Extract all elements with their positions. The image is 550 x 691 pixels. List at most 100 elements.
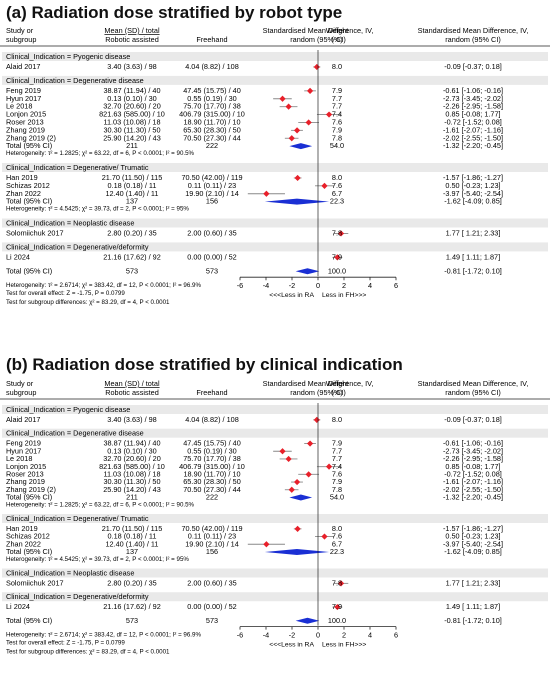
weight-value: 7.7 bbox=[332, 446, 342, 455]
smd-ci-value: 1.49 [ 1.11; 1.87] bbox=[446, 252, 500, 261]
subgroup-total-weight: 22.3 bbox=[330, 197, 344, 206]
robotic-value: 25.90 (14.20) / 43 bbox=[103, 485, 161, 494]
group-band bbox=[2, 568, 548, 578]
x-tick-label: 0 bbox=[316, 281, 320, 290]
weight-value: 7.6 bbox=[332, 118, 342, 127]
study-point bbox=[293, 478, 301, 486]
smd-ci-value: -2.26 [-2.95; -1.58] bbox=[443, 102, 503, 111]
study-point bbox=[313, 63, 320, 71]
smd-ci-value: 0.50 [-0.23; 1.23] bbox=[445, 181, 500, 190]
weight-value: 7.9 bbox=[332, 252, 342, 261]
smd-ci-value: -1.57 [-1.86; -1.27] bbox=[443, 524, 503, 533]
group-label: Clinical_Indication = Neoplastic disease bbox=[6, 569, 134, 578]
group-label: Clinical_Indication = Degenerative/defor… bbox=[6, 242, 149, 251]
smd-ci-value: -1.61 [-2.07; -1.16] bbox=[443, 477, 503, 486]
overall-heterogeneity: Heterogeneity: τ² = 2.6714; χ² = 383.42,… bbox=[6, 632, 201, 639]
freehand-value: 70.50 (42.00) / 119 bbox=[181, 173, 242, 182]
robotic-value: 21.70 (11.50) / 115 bbox=[102, 524, 163, 533]
study-name: Le 2018 bbox=[6, 454, 32, 463]
robotic-value: 38.87 (11.94) / 40 bbox=[103, 439, 160, 448]
subgroup-total-robotic: 211 bbox=[126, 141, 138, 150]
col-header-smd-right: Standardised Mean Difference, IV, bbox=[418, 379, 529, 388]
smd-ci-value: -2.02 [-2.55; -1.50] bbox=[443, 133, 503, 142]
weight-value: 7.6 bbox=[332, 181, 342, 190]
smd-ci-value: -0.61 [-1.06; -0.16] bbox=[443, 86, 503, 95]
study-point bbox=[263, 190, 270, 197]
study-name: Han 2019 bbox=[6, 524, 38, 533]
weight-value: 7.8 bbox=[332, 229, 342, 238]
freehand-value: 406.79 (315.00) / 10 bbox=[179, 462, 245, 471]
study-name: Roser 2013 bbox=[6, 470, 44, 479]
col-header-smd-ci: random (95% CI) bbox=[290, 35, 346, 44]
robotic-value: 12.40 (1.40) / 11 bbox=[105, 539, 158, 548]
freehand-value: 406.79 (315.00) / 10 bbox=[179, 110, 245, 119]
x-tick-label: 2 bbox=[342, 631, 346, 640]
smd-ci-value: -0.72 [-1.52; 0.08] bbox=[444, 470, 502, 479]
forest-plot-b: Study or subgroup Mean (SD) / total Robotic… bbox=[0, 377, 550, 689]
study-point bbox=[305, 471, 312, 478]
panel-a-title: (a) Radiation dose stratified by robot t… bbox=[6, 3, 343, 22]
weight-value: 6.7 bbox=[332, 539, 342, 548]
subgroup-total-label: Total (95% CI) bbox=[6, 547, 52, 556]
subgroup-total-label: Total (95% CI) bbox=[6, 197, 52, 206]
weight-value: 8.0 bbox=[332, 173, 342, 182]
col-header-mean-sd-total: Mean (SD) / total bbox=[104, 379, 160, 388]
study-point bbox=[285, 455, 292, 463]
study-point bbox=[288, 486, 295, 493]
robotic-value: 0.13 (0.10) / 30 bbox=[107, 94, 157, 103]
freehand-value: 18.90 (11.70) / 10 bbox=[183, 118, 240, 127]
subgroup-total-weight: 54.0 bbox=[330, 141, 344, 150]
study-name: Schizas 2012 bbox=[6, 532, 50, 541]
study-name: Schizas 2012 bbox=[6, 181, 50, 190]
x-tick-label: -2 bbox=[289, 281, 296, 290]
weight-value: 7.8 bbox=[332, 579, 342, 588]
study-point bbox=[263, 541, 270, 548]
group-band bbox=[2, 428, 548, 438]
weight-value: 8.0 bbox=[332, 415, 342, 424]
smd-ci-value: -2.26 [-2.95; -1.58] bbox=[443, 454, 503, 463]
study-point bbox=[294, 174, 301, 182]
group-band bbox=[2, 242, 548, 252]
group-band bbox=[2, 75, 548, 85]
smd-ci-value: 1.49 [ 1.11; 1.87] bbox=[446, 602, 500, 611]
robotic-value: 2.80 (0.20) / 35 bbox=[107, 579, 157, 588]
col-header-mean-sd-total: Mean (SD) / total bbox=[104, 26, 160, 35]
group-label: Clinical_Indication = Degenerative/ Trum… bbox=[6, 514, 149, 523]
x-tick-label: 6 bbox=[394, 631, 398, 640]
overall-total-robotic: 573 bbox=[126, 266, 138, 275]
study-name: Zhang 2019 bbox=[6, 477, 45, 486]
subgroup-total-label: Total (95% CI) bbox=[6, 493, 52, 502]
col-header-robotic: Robotic assisted bbox=[105, 35, 159, 44]
overall-total-freehand: 573 bbox=[206, 616, 218, 625]
subgroup-total-label: Total (95% CI) bbox=[6, 141, 52, 150]
robotic-value: 32.70 (20.60) / 20 bbox=[103, 102, 161, 111]
smd-ci-value: 1.77 [ 1.21; 2.33] bbox=[446, 579, 501, 588]
subgroup-heterogeneity: Heterogeneity: τ² = 4.5425; χ² = 39.73, … bbox=[6, 206, 189, 213]
smd-ci-value: -2.02 [-2.55; -1.50] bbox=[443, 485, 503, 494]
study-name: Zhang 2019 (2) bbox=[6, 485, 56, 494]
freehand-value: 75.70 (17.70) / 38 bbox=[183, 454, 241, 463]
group-band bbox=[2, 405, 548, 414]
subgroup-diamond bbox=[264, 198, 330, 205]
subgroup-total-robotic: 137 bbox=[126, 547, 138, 556]
overall-total-robotic: 573 bbox=[126, 616, 138, 625]
group-band bbox=[2, 218, 548, 228]
overall-total-label: Total (95% CI) bbox=[6, 616, 52, 625]
overall-total-freehand: 573 bbox=[206, 266, 218, 275]
smd-ci-value: 0.85 [-0.08; 1.77] bbox=[445, 110, 500, 119]
col-header-subgroup: subgroup bbox=[6, 35, 36, 44]
freehand-value: 2.00 (0.60) / 35 bbox=[187, 229, 237, 238]
weight-value: 7.4 bbox=[332, 110, 342, 119]
smd-ci-value: 0.85 [-0.08; 1.77] bbox=[445, 462, 500, 471]
study-point bbox=[288, 135, 295, 142]
weight-value: 7.9 bbox=[332, 439, 342, 448]
x-tick-label: 4 bbox=[368, 631, 372, 640]
freehand-value: 19.90 (2.10) / 14 bbox=[185, 189, 239, 198]
subgroup-diamond bbox=[289, 494, 313, 501]
col-header-freehand: Freehand bbox=[196, 35, 227, 44]
study-name: Le 2018 bbox=[6, 102, 32, 111]
weight-value: 7.9 bbox=[332, 125, 342, 134]
robotic-value: 821.63 (585.00) / 10 bbox=[99, 110, 165, 119]
x-tick-label: -6 bbox=[237, 631, 244, 640]
